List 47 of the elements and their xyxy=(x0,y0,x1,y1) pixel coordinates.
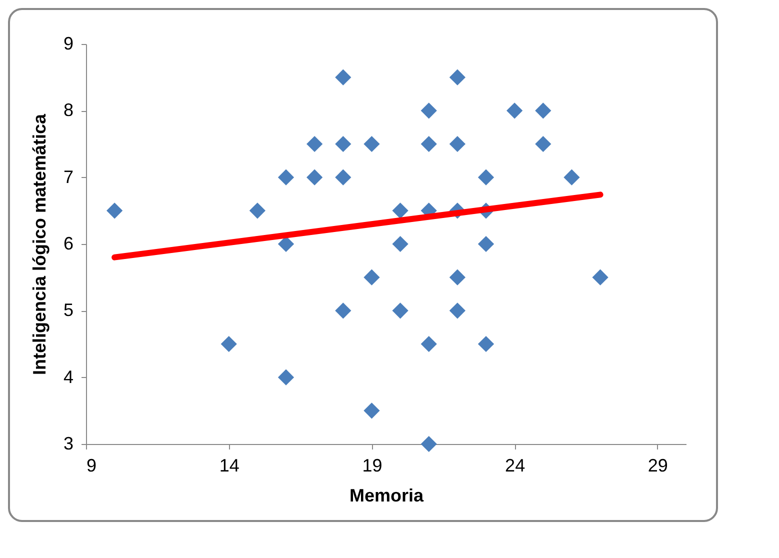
point xyxy=(278,369,294,386)
point xyxy=(364,136,380,152)
x-tick-label: 19 xyxy=(362,456,382,476)
point xyxy=(220,336,237,352)
point xyxy=(449,69,466,86)
point xyxy=(506,102,523,119)
point xyxy=(335,136,352,152)
x-axis-title: Memoria xyxy=(349,486,424,506)
point xyxy=(364,402,380,419)
point xyxy=(306,169,323,186)
x-tick-label: 9 xyxy=(86,456,97,476)
point xyxy=(592,269,608,286)
y-tick-label: 8 xyxy=(63,100,74,120)
point xyxy=(420,336,437,352)
y-tick-label: 3 xyxy=(63,434,74,454)
point xyxy=(478,236,494,252)
point xyxy=(535,136,552,152)
point xyxy=(478,169,494,186)
point xyxy=(449,302,466,319)
point xyxy=(392,302,408,319)
point xyxy=(306,136,323,152)
point xyxy=(535,102,552,119)
point xyxy=(449,136,466,152)
point xyxy=(420,102,437,119)
point xyxy=(449,269,466,286)
y-tick-label: 4 xyxy=(63,366,74,387)
point xyxy=(392,236,408,252)
y-tick-label: 9 xyxy=(63,34,74,54)
x-tick-label: 24 xyxy=(505,456,526,476)
x-tick-label: 29 xyxy=(648,456,668,476)
point xyxy=(278,169,294,186)
point xyxy=(478,336,494,352)
y-tick-label: 7 xyxy=(63,166,74,187)
point xyxy=(249,202,266,219)
y-tick-label: 5 xyxy=(63,300,74,320)
x-tick-label: 14 xyxy=(219,456,240,476)
y-axis-title: Inteligencia lógico matemática xyxy=(29,112,50,376)
point xyxy=(420,136,437,152)
point xyxy=(420,436,437,452)
point xyxy=(335,69,352,86)
point xyxy=(364,269,380,286)
y-tick-label: 6 xyxy=(63,234,74,254)
point xyxy=(335,169,352,186)
point xyxy=(564,169,580,186)
point xyxy=(335,302,352,319)
point xyxy=(392,202,408,219)
point xyxy=(106,202,123,219)
